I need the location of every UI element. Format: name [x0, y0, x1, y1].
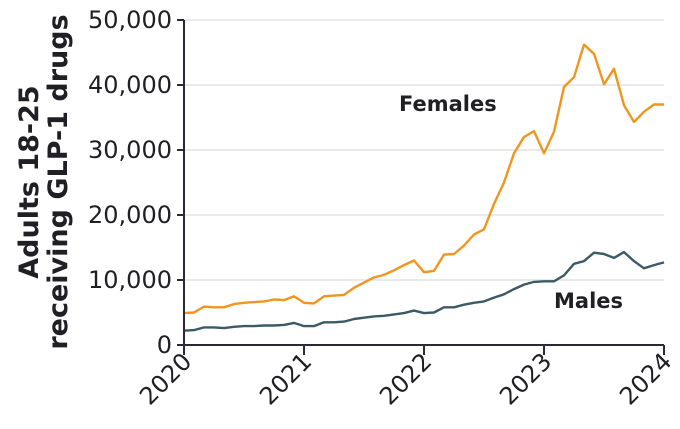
y-tick-label: 20,000 — [88, 201, 172, 229]
x-tick-label: 2022 — [374, 347, 437, 410]
y-tick-label: 0 — [157, 331, 172, 359]
x-tick-label: 2021 — [254, 347, 317, 410]
y-axis-ticks: 0 10,000 20,000 30,000 40,000 50,000 — [88, 6, 184, 359]
y-tick-label: 10,000 — [88, 266, 172, 294]
x-tick-label: 2023 — [494, 347, 557, 410]
y-tick-label: 40,000 — [88, 71, 172, 99]
x-tick-label: 2024 — [614, 347, 677, 410]
series-label-females: Females — [399, 92, 497, 116]
series-labels: Females Males — [399, 92, 623, 313]
gridlines — [184, 19, 664, 281]
y-axis-title-line: Adults 18-25 — [14, 85, 45, 278]
x-axis-ticks: 2020 2021 2022 2023 2024 — [134, 345, 677, 410]
series-line-males — [183, 250, 665, 332]
y-axis-title: Adults 18-25receiving GLP-1 drugs — [14, 14, 74, 349]
data-series — [183, 43, 665, 332]
y-tick-label: 30,000 — [88, 136, 172, 164]
series-label-males: Males — [554, 289, 623, 313]
y-axis-title-line: receiving GLP-1 drugs — [43, 14, 74, 349]
y-tick-label: 50,000 — [88, 6, 172, 34]
series-line-females — [183, 43, 664, 315]
